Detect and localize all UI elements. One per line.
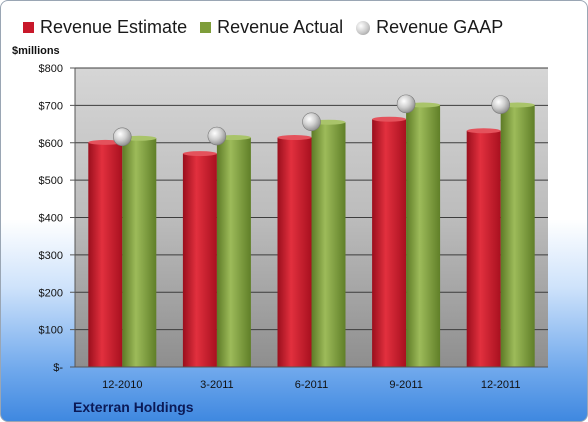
x-tick-label: 3-2011 (200, 379, 233, 391)
legend-item-actual: Revenue Actual (200, 17, 343, 38)
x-tick-label: 6-2011 (295, 379, 328, 391)
y-axis: $- $100 $200 $300 $400 $500 $600 $700 $800 (39, 63, 76, 374)
y-tick-label: $800 (39, 63, 63, 75)
legend-swatch-gaap (356, 20, 371, 35)
legend-label-estimate: Revenue Estimate (40, 17, 188, 37)
legend-label-gaap: Revenue GAAP (376, 17, 504, 37)
y-tick-label: $600 (39, 138, 63, 150)
bar-revenue-actual (311, 122, 346, 367)
marker-revenue-gaap (491, 95, 511, 114)
bar-top-estimate (277, 135, 312, 141)
x-tick-label: 12-2010 (102, 379, 142, 391)
y-tick-label: $100 (39, 325, 63, 337)
y-tick-label: $500 (39, 175, 63, 187)
legend-label-actual: Revenue Actual (217, 17, 344, 37)
y-tick-label: $200 (39, 287, 63, 299)
bar-top-estimate (466, 128, 501, 134)
bar-revenue-estimate (182, 153, 217, 367)
legend-item-estimate: Revenue Estimate (23, 17, 187, 38)
bar-revenue-actual (406, 105, 441, 367)
bar-revenue-estimate (88, 142, 123, 367)
x-axis: 12-2010 3-2011 6-2011 9-2011 12-2011 (75, 366, 548, 391)
y-axis-unit-label: $millions (12, 45, 60, 57)
marker-revenue-gaap (302, 112, 321, 132)
y-tick-label: $- (53, 362, 63, 374)
bar-revenue-actual (500, 105, 535, 367)
x-tick-label: 9-2011 (389, 379, 422, 391)
company-name: Exterran Holdings (73, 399, 194, 415)
legend-swatch-estimate (23, 22, 34, 33)
bars (88, 102, 535, 367)
marker-revenue-gaap (113, 127, 132, 147)
legend-item-gaap: Revenue GAAP (356, 17, 503, 38)
bar-top-estimate (372, 116, 407, 122)
marker-revenue-gaap (396, 94, 416, 114)
bar-revenue-actual (216, 137, 251, 367)
bar-top-estimate (182, 151, 217, 157)
x-tick-label: 12-2011 (481, 379, 521, 391)
y-tick-label: $300 (39, 250, 63, 262)
y-tick-label: $400 (39, 213, 63, 225)
gaap-markers (113, 94, 511, 147)
y-tick-label: $700 (39, 100, 63, 112)
legend: Revenue Estimate Revenue Actual Revenue … (23, 17, 516, 38)
legend-swatch-actual (200, 22, 212, 33)
bar-revenue-estimate (372, 119, 407, 367)
bar-top-estimate (88, 139, 123, 145)
marker-revenue-gaap (207, 126, 227, 146)
bar-revenue-estimate (466, 130, 501, 367)
bar-revenue-actual (122, 138, 157, 367)
bar-revenue-estimate (277, 137, 312, 367)
